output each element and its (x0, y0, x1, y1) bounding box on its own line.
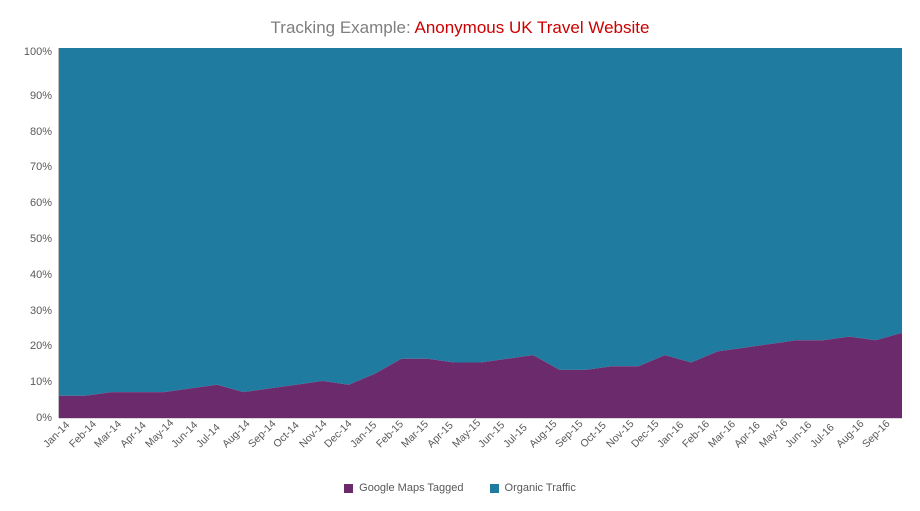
x-tick: Mar-14 (109, 418, 135, 476)
chart-title: Tracking Example: Anonymous UK Travel We… (18, 18, 902, 38)
plot-row: 100%90%80%70%60%50%40%30%20%10%0% (18, 48, 902, 418)
x-tick: May-15 (467, 418, 493, 476)
legend: Google Maps Tagged Organic Traffic (18, 476, 902, 506)
y-tick-label: 60% (30, 197, 52, 209)
title-prefix: Tracking Example: (271, 18, 415, 37)
title-highlight: Anonymous UK Travel Website (414, 18, 649, 37)
plot-area (58, 48, 902, 418)
legend-item-series-1: Organic Traffic (490, 482, 576, 494)
legend-label: Organic Traffic (505, 482, 576, 494)
x-tick: Sep-16 (877, 418, 903, 476)
y-tick-label: 80% (30, 126, 52, 138)
stacked-areas (59, 48, 902, 418)
y-tick-label: 20% (30, 340, 52, 352)
legend-item-series-0: Google Maps Tagged (344, 482, 463, 494)
x-tick: Jul-16 (825, 418, 851, 476)
x-tick: Dec-15 (646, 418, 672, 476)
x-tick: Aug-15 (544, 418, 570, 476)
y-tick-label: 0% (36, 412, 52, 424)
legend-swatch-icon (490, 484, 499, 493)
x-tick: Mar-15 (416, 418, 442, 476)
x-tick: Jul-15 (518, 418, 544, 476)
y-tick-label: 100% (24, 46, 52, 58)
x-tick: May-16 (774, 418, 800, 476)
y-tick-label: 50% (30, 233, 52, 245)
x-axis: Jan-14Feb-14Mar-14Apr-14May-14Jun-14Jul-… (58, 418, 902, 476)
y-tick-label: 10% (30, 376, 52, 388)
x-tick: Oct-15 (595, 418, 621, 476)
x-tick: Aug-16 (851, 418, 877, 476)
x-tick: Mar-16 (723, 418, 749, 476)
x-tick: Jan-14 (58, 418, 84, 476)
y-tick-label: 70% (30, 161, 52, 173)
legend-swatch-icon (344, 484, 353, 493)
x-tick: Aug-14 (237, 418, 263, 476)
y-tick-label: 40% (30, 269, 52, 281)
y-axis: 100%90%80%70%60%50%40%30%20%10%0% (18, 48, 58, 418)
chart-container: Tracking Example: Anonymous UK Travel We… (0, 0, 920, 511)
legend-label: Google Maps Tagged (359, 482, 463, 494)
y-tick-label: 30% (30, 305, 52, 317)
x-tick: Jan-15 (365, 418, 391, 476)
y-tick-label: 90% (30, 90, 52, 102)
x-tick: May-14 (160, 418, 186, 476)
x-tick: Dec-14 (339, 418, 365, 476)
x-tick: Oct-14 (288, 418, 314, 476)
